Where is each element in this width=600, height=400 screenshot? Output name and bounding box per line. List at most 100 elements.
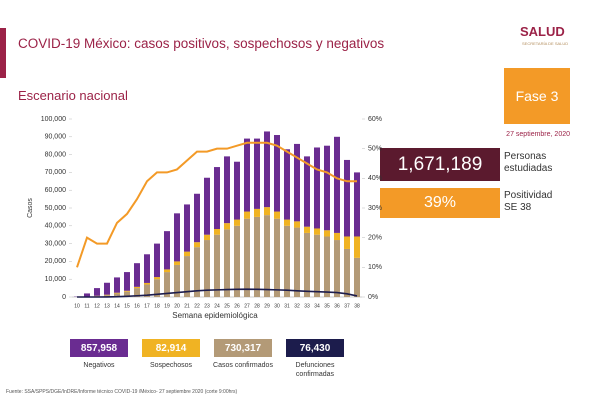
bar-segment <box>244 138 250 212</box>
bar-segment <box>284 225 290 297</box>
bar-segment <box>234 219 240 226</box>
bar-segment <box>214 229 220 235</box>
bar-segment <box>264 131 270 208</box>
x-tick-label: 33 <box>304 303 310 309</box>
bar-segment <box>104 294 110 296</box>
bar-segment <box>164 272 170 297</box>
line <box>77 288 358 298</box>
x-tick-label: 29 <box>264 303 270 309</box>
y-axis-label: Casos <box>27 198 34 218</box>
bar-segment <box>114 277 120 293</box>
bar-segment <box>304 232 310 297</box>
y-tick-label: 40,000 <box>45 223 67 230</box>
legend-label: Sospechosos <box>149 362 193 369</box>
bar-segment <box>244 211 250 219</box>
y2-tick-label: 60% <box>368 116 382 123</box>
bar-segment <box>94 288 100 296</box>
bar-segment <box>274 218 280 297</box>
x-tick-label: 12 <box>94 303 100 309</box>
x-tick-label: 37 <box>344 303 350 309</box>
date: 27 septiembre, 2020 <box>506 131 570 138</box>
x-tick-label: 17 <box>144 303 150 309</box>
bar-segment <box>194 193 200 243</box>
bar-segment <box>174 264 180 297</box>
bar-segment <box>124 291 130 297</box>
source: Fuente: SSA/SPPS/DGE/InDRE/Informe técni… <box>6 389 238 395</box>
bar-segment <box>334 232 340 241</box>
bar-segment <box>124 290 130 292</box>
x-tick-label: 18 <box>154 303 160 309</box>
bar-segment <box>234 161 240 220</box>
phase-box: Fase 3 <box>504 68 570 124</box>
stat-value: 1,671,189 <box>380 148 500 181</box>
bar-segment <box>184 251 190 257</box>
legend-total: 76,430 <box>286 339 344 357</box>
x-tick-label: 31 <box>284 303 290 309</box>
y2-tick-label: 20% <box>368 235 382 242</box>
x-tick-label: 13 <box>104 303 110 309</box>
bar-segment <box>354 172 360 237</box>
y-tick-label: 50,000 <box>45 205 67 212</box>
x-tick-label: 34 <box>314 303 320 309</box>
bar-segment <box>254 208 260 217</box>
bar-segment <box>144 284 150 297</box>
bar-segment <box>334 136 340 233</box>
y-tick-label: 0 <box>62 294 66 301</box>
bar-segment <box>284 219 290 226</box>
bar-segment <box>114 292 120 294</box>
bar-segment <box>294 221 300 228</box>
bar-segment <box>334 240 340 297</box>
stat-label: Personas estudiadas <box>504 151 553 174</box>
x-tick-label: 36 <box>334 303 340 309</box>
legend-label: Negativos <box>83 362 115 369</box>
bar-segment <box>314 234 320 297</box>
bar-segment <box>274 211 280 219</box>
y-tick-label: 20,000 <box>45 258 67 265</box>
y2-tick-label: 40% <box>368 175 382 182</box>
logo: SALUD <box>520 24 565 39</box>
bar-segment <box>204 234 210 241</box>
x-tick-label: 15 <box>124 303 130 309</box>
bar-segment <box>354 257 360 297</box>
x-tick-label: 30 <box>274 303 280 309</box>
bar-segment <box>324 236 330 297</box>
x-tick-label: 28 <box>254 303 260 309</box>
legend-total: 857,958 <box>70 339 128 357</box>
bar-segment <box>224 223 230 230</box>
bar-segment <box>164 231 170 270</box>
bar-segment <box>264 207 270 216</box>
x-tick-label: 14 <box>114 303 120 309</box>
bar-segment <box>244 218 250 297</box>
y-tick-label: 90,000 <box>45 134 67 141</box>
bar-segment <box>184 256 190 297</box>
bar-segment <box>204 240 210 297</box>
bar-segment <box>234 225 240 297</box>
legend-total: 730,317 <box>214 339 272 357</box>
bar-segment <box>144 254 150 283</box>
bar-segment <box>294 143 300 222</box>
bar-segment <box>184 204 190 252</box>
x-tick-label: 38 <box>354 303 360 309</box>
bar-segment <box>324 145 330 231</box>
x-tick-label: 10 <box>74 303 80 309</box>
y2-tick-label: 0% <box>368 294 378 301</box>
bar-segment <box>194 247 200 297</box>
x-tick-label: 25 <box>224 303 230 309</box>
bar-segment <box>154 279 160 297</box>
logo-sub: SECRETARÍA DE SALUD <box>522 41 569 46</box>
y2-tick-label: 50% <box>368 146 382 153</box>
legend-label: Defunciones confirmadas <box>295 362 335 378</box>
bar-segment <box>344 159 350 237</box>
bar-segment <box>224 156 230 224</box>
bar-segment <box>154 277 160 280</box>
x-tick-label: 23 <box>204 303 210 309</box>
bar-segment <box>134 288 140 297</box>
bar-segment <box>174 261 180 265</box>
y-tick-label: 100,000 <box>41 116 66 123</box>
bar-segment <box>174 213 180 262</box>
x-tick-label: 26 <box>234 303 240 309</box>
bar-segment <box>114 293 120 297</box>
bar-segment <box>214 234 220 297</box>
x-tick-label: 27 <box>244 303 250 309</box>
